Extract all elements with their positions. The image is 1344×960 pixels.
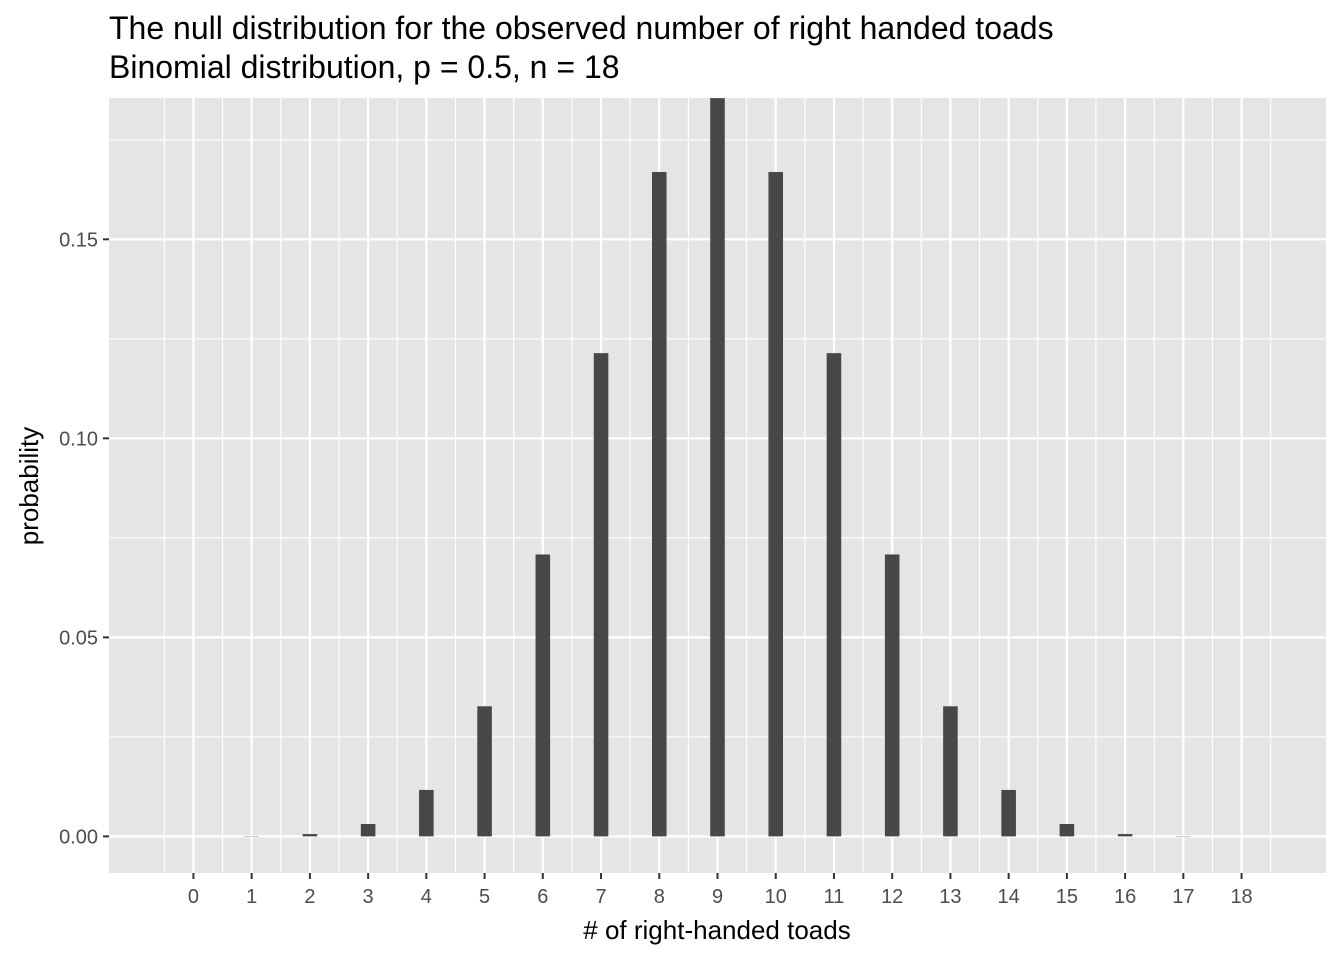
x-tick-label: 1 <box>246 886 257 908</box>
x-axis: 0 1 2 3 4 5 6 7 8 9 10 11 12 13 14 15 16 17 18 <box>188 873 1253 908</box>
x-tick-label: 17 <box>1172 886 1194 908</box>
bar-3 <box>360 824 376 837</box>
bars <box>186 98 1249 837</box>
x-tick-label: 4 <box>421 886 432 908</box>
bar-4 <box>419 789 434 837</box>
x-tick-label: 18 <box>1230 886 1252 908</box>
x-tick-label: 13 <box>939 886 961 908</box>
y-axis-title: probability <box>14 427 44 546</box>
x-tick-label: 7 <box>595 886 606 908</box>
x-tick-label: 2 <box>304 886 315 908</box>
bar-11 <box>826 353 842 837</box>
x-tick-label: 9 <box>712 886 723 908</box>
y-tick-label: 0.10 <box>59 428 98 450</box>
x-tick-label: 10 <box>765 886 787 908</box>
bar-12 <box>884 554 900 837</box>
y-tick-label: 0.00 <box>59 826 98 848</box>
chart-title: The null distribution for the observed n… <box>109 10 1054 46</box>
bar-8 <box>651 171 667 837</box>
bar-16 <box>1117 834 1133 837</box>
chart-subtitle: Binomial distribution, p = 0.5, n = 18 <box>109 49 620 85</box>
x-tick-label: 16 <box>1114 886 1136 908</box>
bar-5 <box>477 706 492 837</box>
x-tick-label: 15 <box>1056 886 1078 908</box>
x-tick-label: 12 <box>881 886 903 908</box>
bar-10 <box>768 171 784 837</box>
bar-13 <box>943 706 958 837</box>
x-tick-label: 0 <box>188 886 199 908</box>
x-tick-label: 14 <box>998 886 1020 908</box>
bar-9 <box>710 98 725 837</box>
y-axis: 0.00 0.05 0.10 0.15 <box>59 229 109 848</box>
x-tick-label: 6 <box>537 886 548 908</box>
x-tick-label: 5 <box>479 886 490 908</box>
x-axis-title: # of right-handed toads <box>583 915 850 945</box>
x-tick-label: 8 <box>654 886 665 908</box>
y-tick-label: 0.15 <box>59 229 98 251</box>
bar-2 <box>302 834 318 837</box>
bar-7 <box>593 353 609 837</box>
bar-6 <box>535 554 551 837</box>
y-tick-label: 0.05 <box>59 627 98 649</box>
bar-15 <box>1059 824 1075 837</box>
bar-14 <box>1001 789 1016 837</box>
x-tick-label: 11 <box>824 886 845 908</box>
x-tick-label: 3 <box>363 886 374 908</box>
